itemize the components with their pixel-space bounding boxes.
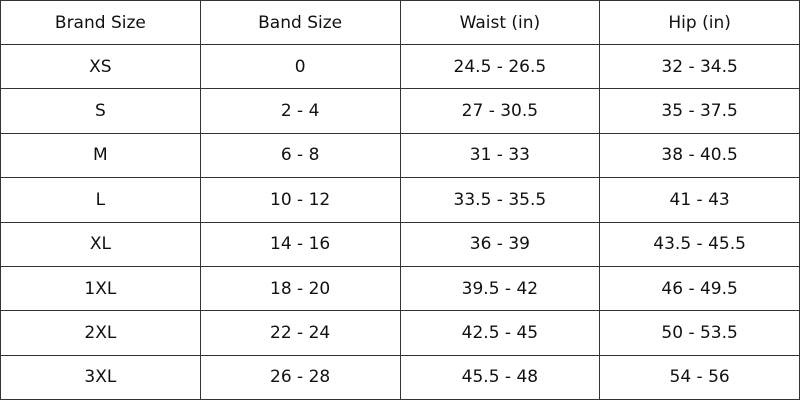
table-cell: S [0, 88, 201, 134]
table-cell: 6 - 8 [199, 132, 401, 179]
table-cell: XL [0, 221, 201, 267]
table-cell: L [0, 177, 201, 223]
table-cell: 43.5 - 45.5 [599, 221, 800, 267]
table-cell: 41 - 43 [599, 177, 800, 223]
table-cell: 38 - 40.5 [599, 132, 800, 179]
table-row: XL 14 - 16 36 - 39 43.5 - 45.5 [0, 221, 800, 267]
table-cell: 50 - 53.5 [599, 310, 800, 356]
table-cell: 2 - 4 [199, 88, 401, 134]
header-cell: Band Size [199, 0, 401, 45]
table-cell: 45.5 - 48 [399, 354, 601, 400]
table-cell: 2XL [0, 310, 201, 356]
table-header: Brand Size Band Size Waist (in) Hip (in) [0, 0, 800, 45]
table-cell: 32 - 34.5 [599, 43, 800, 90]
table-cell: 0 [199, 43, 401, 90]
table-cell: 33.5 - 35.5 [399, 177, 601, 223]
table-cell: 1XL [0, 265, 201, 312]
table-cell: 46 - 49.5 [599, 265, 800, 312]
header-row: Brand Size Band Size Waist (in) Hip (in) [0, 0, 800, 45]
table-cell: 31 - 33 [399, 132, 601, 179]
header-cell: Brand Size [0, 0, 201, 45]
table-cell: 22 - 24 [199, 310, 401, 356]
header-cell: Hip (in) [599, 0, 800, 45]
table-row: 3XL 26 - 28 45.5 - 48 54 - 56 [0, 354, 800, 400]
table-cell: 26 - 28 [199, 354, 401, 400]
table-cell: M [0, 132, 201, 179]
table-cell: 24.5 - 26.5 [399, 43, 601, 90]
table-cell: 42.5 - 45 [399, 310, 601, 356]
table-cell: 18 - 20 [199, 265, 401, 312]
table-row: L 10 - 12 33.5 - 35.5 41 - 43 [0, 177, 800, 223]
table-row: 2XL 22 - 24 42.5 - 45 50 - 53.5 [0, 310, 800, 356]
table-cell: 3XL [0, 354, 201, 400]
table-cell: 27 - 30.5 [399, 88, 601, 134]
table-cell: 14 - 16 [199, 221, 401, 267]
table-row: 1XL 18 - 20 39.5 - 42 46 - 49.5 [0, 265, 800, 312]
table-cell: 36 - 39 [399, 221, 601, 267]
header-cell: Waist (in) [399, 0, 601, 45]
table-cell: 54 - 56 [599, 354, 800, 400]
table-cell: 35 - 37.5 [599, 88, 800, 134]
table-body: XS 0 24.5 - 26.5 32 - 34.5 S 2 - 4 27 - 30.5 35… [0, 43, 800, 400]
table-cell: XS [0, 43, 201, 90]
table-row: XS 0 24.5 - 26.5 32 - 34.5 [0, 43, 800, 90]
table-cell: 10 - 12 [199, 177, 401, 223]
table-cell: 39.5 - 42 [399, 265, 601, 312]
